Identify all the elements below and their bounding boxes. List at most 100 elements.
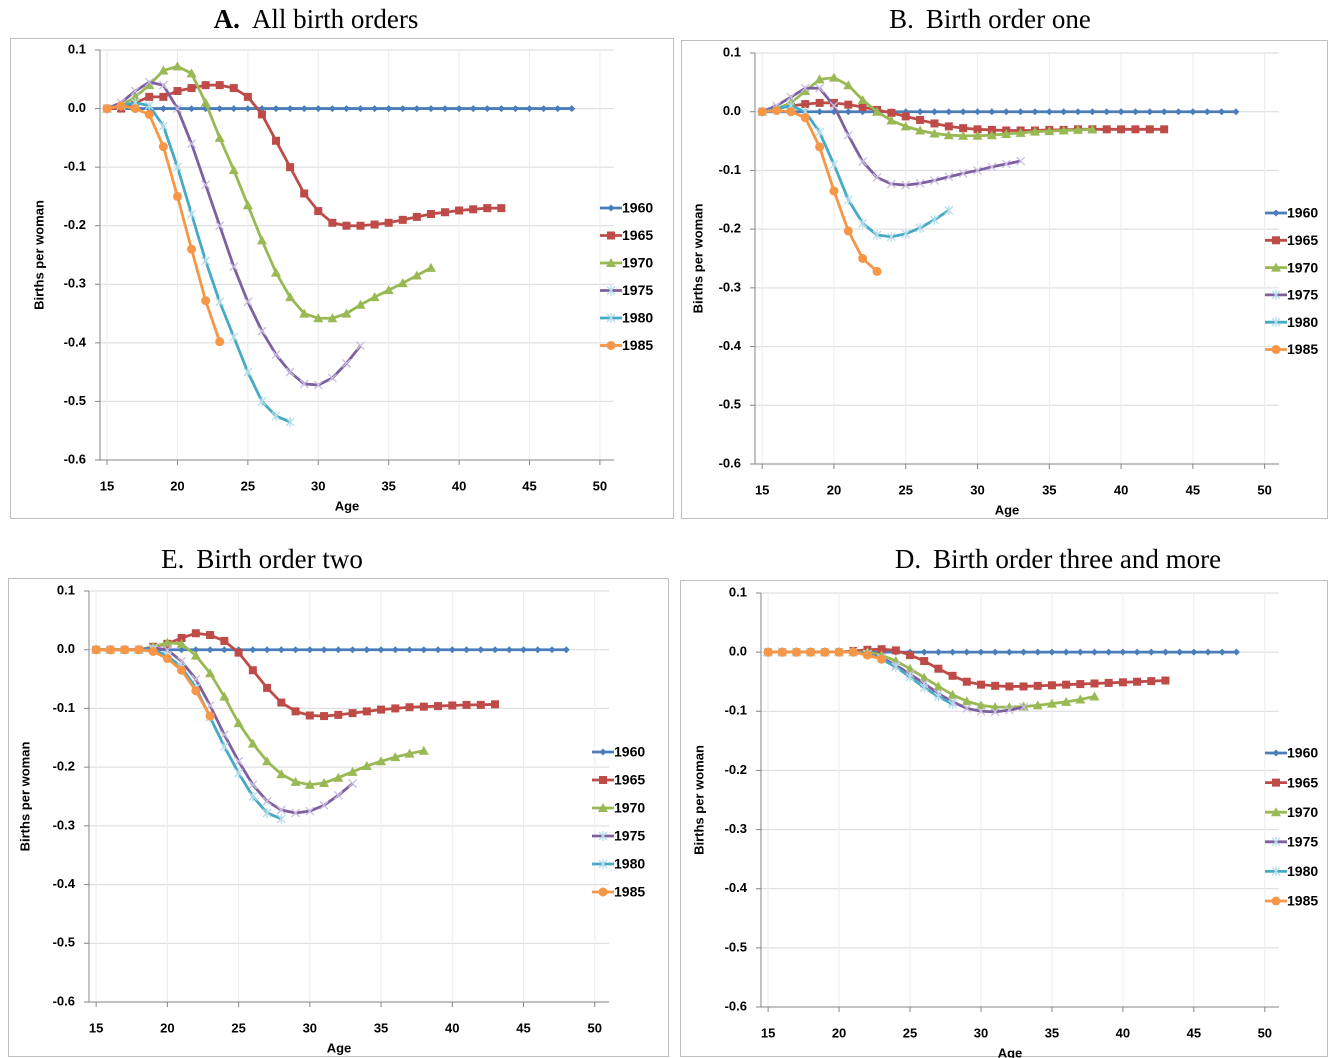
y-tick-label: -0.5 [64, 393, 86, 408]
marker [177, 665, 187, 675]
marker [328, 105, 336, 113]
marker [276, 805, 286, 815]
marker [187, 209, 196, 219]
marker [962, 703, 972, 713]
marker [987, 125, 996, 134]
marker [986, 130, 997, 140]
marker [1189, 108, 1197, 116]
marker [1190, 648, 1198, 656]
marker [187, 139, 196, 149]
marker [1271, 345, 1281, 354]
legend-label: 1965 [1287, 232, 1318, 248]
marker [975, 700, 986, 710]
marker [277, 646, 285, 654]
title-text: Birth order two [196, 544, 362, 574]
marker [599, 748, 607, 756]
marker [271, 350, 281, 360]
marker [1218, 108, 1226, 116]
marker [434, 646, 442, 654]
marker [862, 650, 872, 660]
marker [243, 367, 253, 378]
marker [462, 700, 471, 709]
marker [540, 105, 548, 113]
marker [548, 646, 556, 654]
marker [915, 222, 925, 233]
marker [215, 221, 225, 231]
marker [370, 220, 379, 229]
marker [844, 100, 853, 109]
marker [233, 718, 244, 728]
marker [243, 297, 253, 307]
marker [872, 266, 882, 276]
marker [891, 661, 901, 672]
marker [1019, 702, 1029, 712]
marker [148, 646, 158, 656]
marker [257, 110, 266, 119]
marker [357, 105, 365, 113]
marker [362, 707, 371, 716]
marker [483, 204, 492, 213]
y-tick-label: -0.3 [53, 817, 75, 832]
marker [872, 106, 883, 116]
x-tick-label: 40 [445, 1020, 459, 1035]
marker [991, 648, 999, 656]
marker [973, 165, 982, 175]
marker [598, 887, 608, 897]
marker [102, 104, 112, 114]
marker [262, 807, 272, 818]
marker [598, 859, 608, 869]
marker [829, 98, 838, 107]
x-tick-label: 45 [516, 1020, 530, 1035]
marker [285, 292, 296, 302]
marker [1075, 694, 1086, 704]
marker [263, 683, 272, 692]
marker [801, 100, 810, 109]
marker [398, 215, 407, 224]
marker [814, 74, 825, 84]
marker [130, 91, 141, 101]
legend-label: 1960 [614, 744, 645, 760]
legend-label: 1980 [1287, 314, 1318, 330]
y-axis-label: Births per woman [17, 742, 32, 852]
marker [249, 646, 257, 654]
marker [291, 707, 300, 716]
marker [900, 121, 911, 131]
y-tick-label: -0.1 [53, 700, 75, 715]
marker [1232, 648, 1240, 656]
marker [247, 738, 258, 748]
marker [314, 105, 322, 113]
marker [215, 296, 225, 307]
marker [248, 780, 258, 790]
marker [901, 180, 911, 190]
y-tick-label: -0.5 [53, 935, 75, 950]
marker [397, 278, 408, 288]
series-line [106, 104, 222, 343]
x-tick-label: 30 [311, 478, 325, 493]
marker [945, 108, 953, 116]
marker [857, 94, 868, 104]
marker [205, 701, 215, 710]
legend-label: 1970 [622, 255, 653, 271]
marker [130, 86, 140, 96]
marker [327, 373, 337, 383]
marker [1218, 648, 1226, 656]
series-line [106, 64, 432, 320]
marker [349, 646, 357, 654]
marker [285, 416, 295, 427]
marker [886, 115, 897, 125]
marker [187, 244, 197, 254]
marker [1047, 681, 1056, 690]
marker [319, 777, 330, 787]
marker [906, 651, 915, 660]
marker [1175, 108, 1183, 116]
marker [929, 128, 940, 138]
marker [313, 380, 323, 390]
marker [901, 228, 911, 239]
marker [976, 680, 985, 689]
legend-label: 1970 [1287, 259, 1318, 275]
x-tick-label: 15 [755, 482, 769, 497]
panel-frame [681, 40, 1328, 519]
marker [411, 270, 422, 280]
marker [1076, 648, 1084, 656]
x-axis-label: Age [335, 498, 360, 513]
